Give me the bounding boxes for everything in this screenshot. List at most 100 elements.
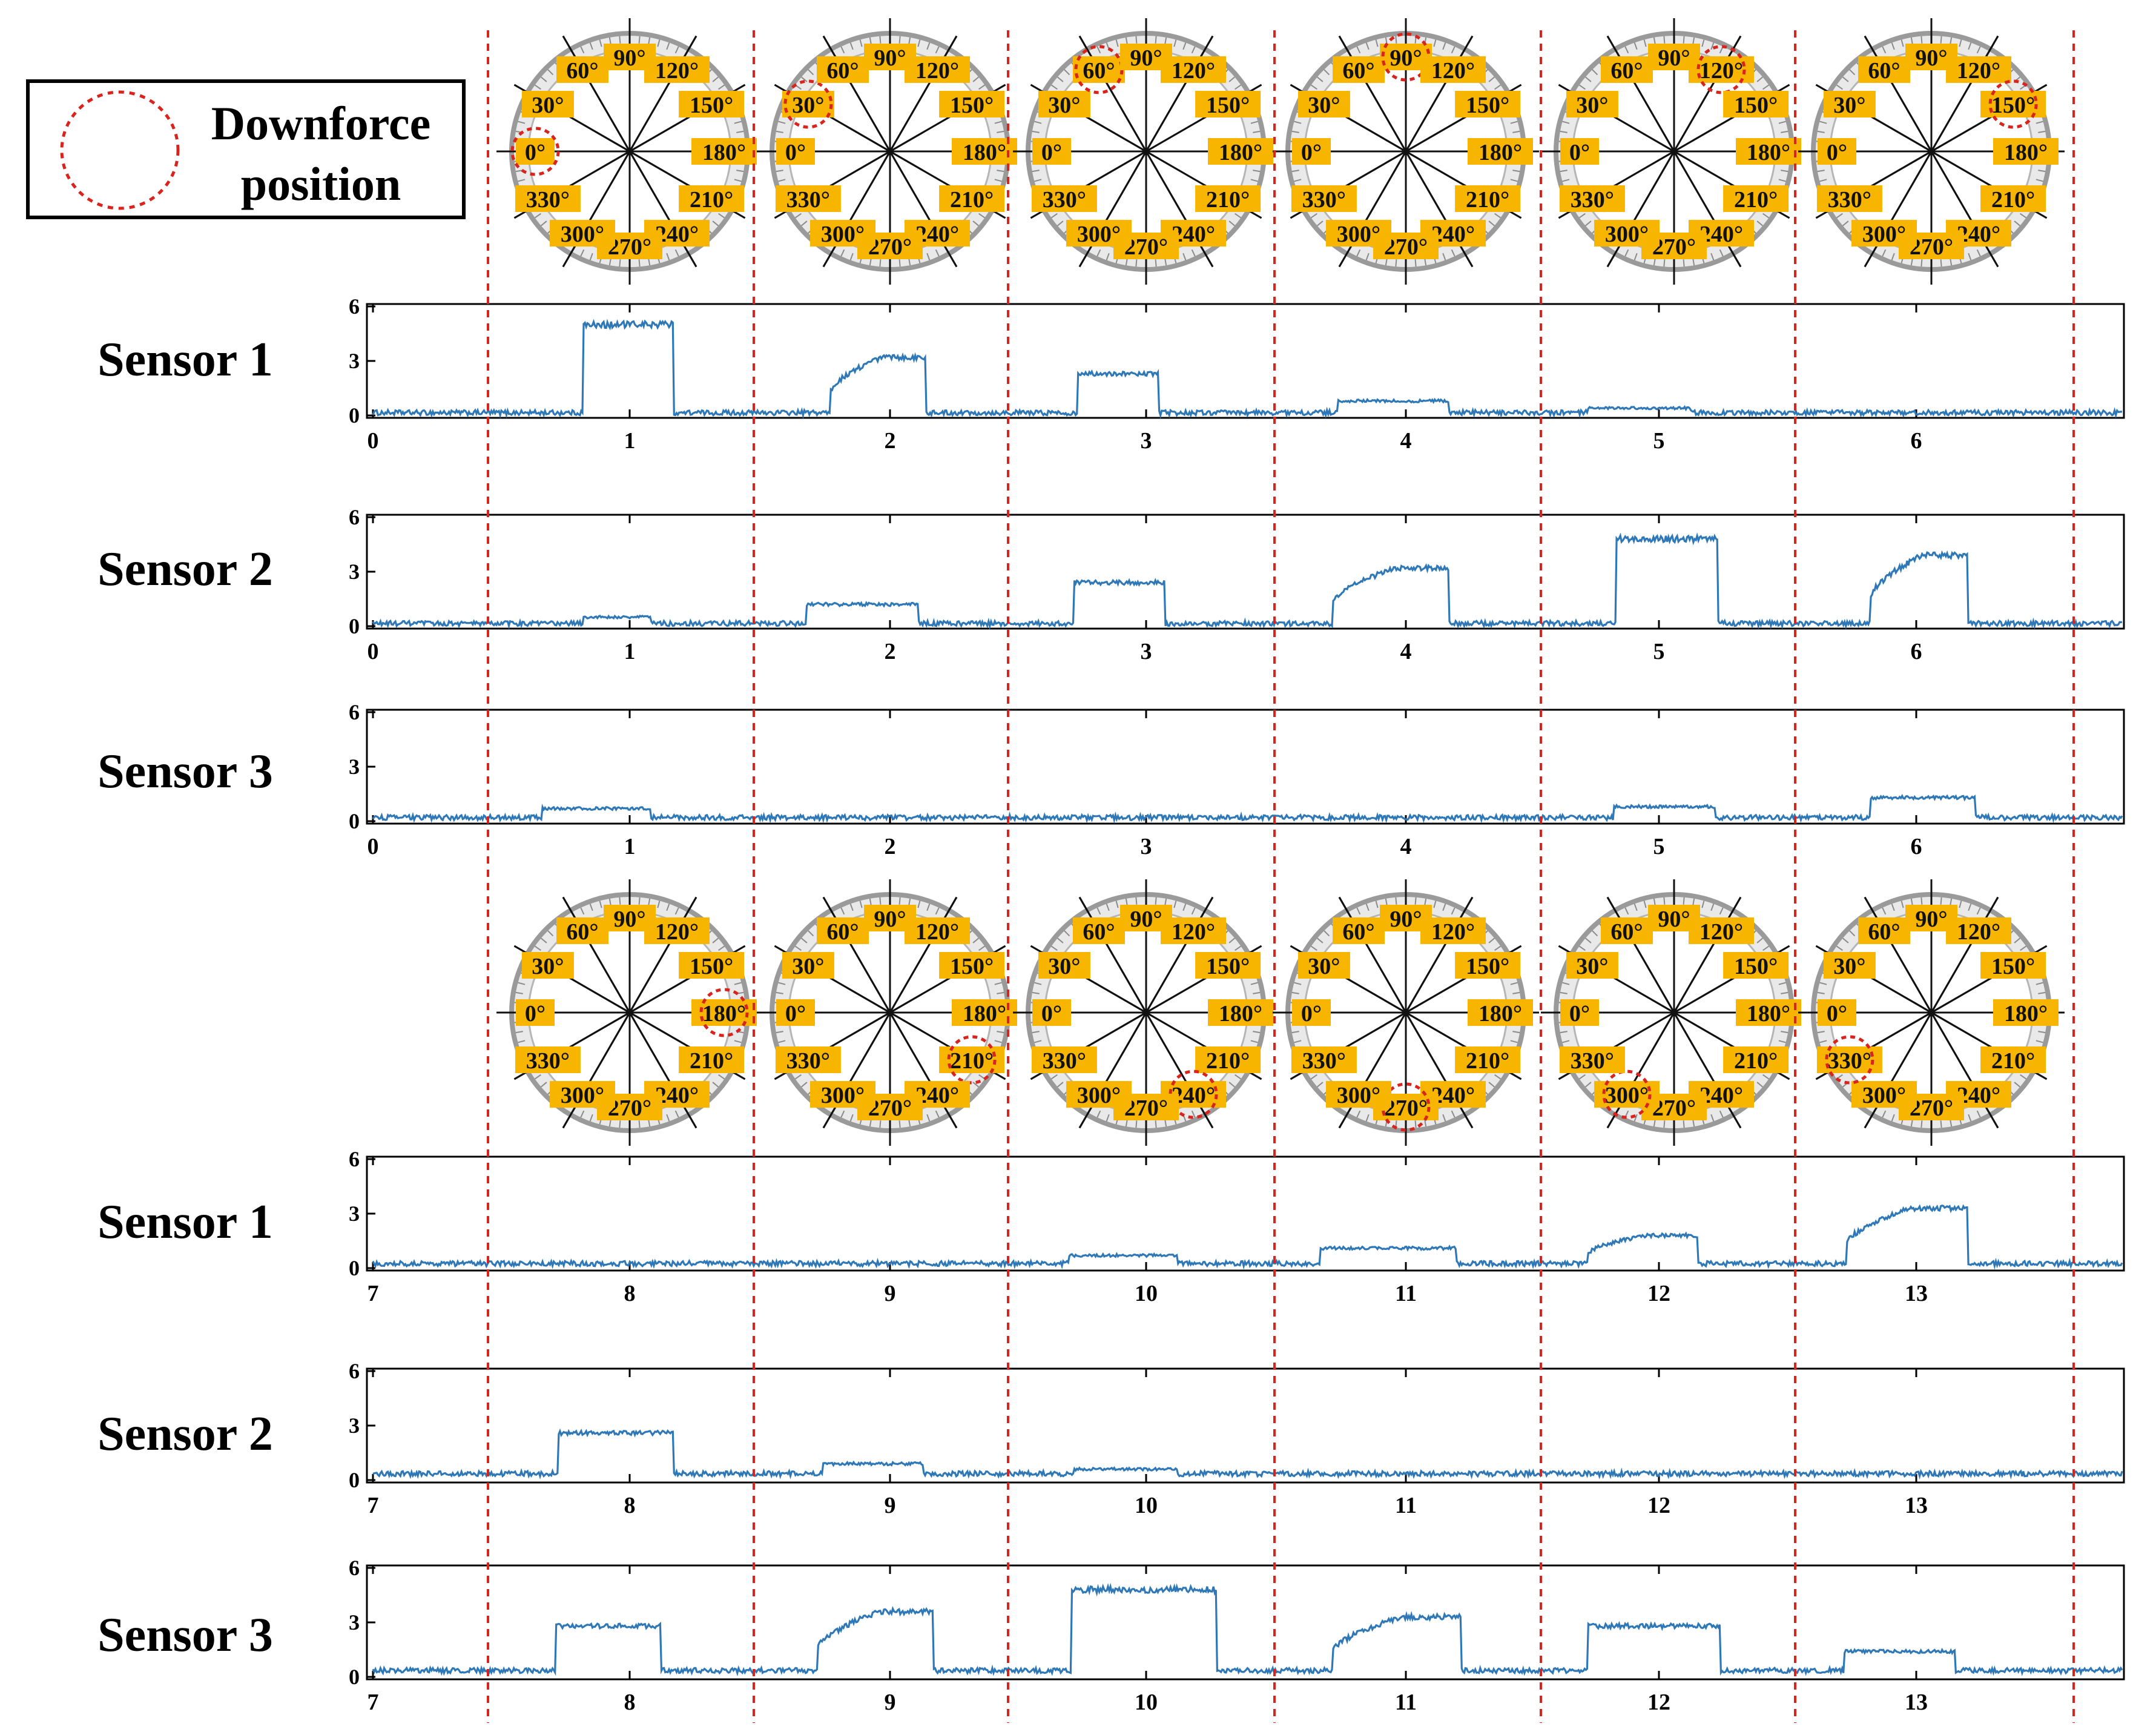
dial-label-bg bbox=[1420, 917, 1486, 944]
dial-angle-label: 330° bbox=[526, 187, 570, 213]
dial-tick bbox=[1633, 253, 1638, 260]
dial-tick bbox=[1781, 991, 1788, 994]
dial-angle-label: 60° bbox=[566, 919, 598, 945]
dial-tick bbox=[1253, 130, 1261, 133]
dial-tick bbox=[515, 991, 523, 994]
dial-label-bg bbox=[1468, 999, 1533, 1026]
dial-tick bbox=[2020, 1074, 2027, 1080]
dial-tick bbox=[1050, 213, 1058, 219]
dial-label-bg bbox=[1594, 220, 1660, 247]
dial-tick bbox=[801, 937, 808, 944]
dial-angle-label: 180° bbox=[1219, 1001, 1262, 1026]
dial-tick bbox=[1191, 46, 1196, 54]
x-tick-label: 11 bbox=[1395, 1690, 1417, 1715]
dial-label-bg bbox=[1161, 56, 1226, 83]
dial-tick bbox=[778, 179, 786, 182]
dial-label-bg bbox=[905, 917, 970, 944]
dial-angle-label: 90° bbox=[1390, 907, 1422, 932]
dial-label-bg bbox=[1723, 91, 1789, 117]
downforce-marker bbox=[510, 127, 560, 176]
dial-tick bbox=[736, 170, 744, 173]
downforce-marker bbox=[1602, 1069, 1652, 1119]
dial-tick bbox=[1950, 258, 1953, 266]
dial-label-bg bbox=[817, 917, 869, 944]
dial-angle-label: 210° bbox=[1206, 1048, 1250, 1074]
dial-tick bbox=[1653, 898, 1656, 906]
dial-tick bbox=[808, 930, 814, 937]
dial-label-bg bbox=[516, 999, 555, 1026]
dial-angle-label: 60° bbox=[1083, 58, 1115, 84]
x-tick-label: 10 bbox=[1135, 1493, 1158, 1518]
dial-label-bg bbox=[1195, 1046, 1261, 1073]
dial-angle-label: 180° bbox=[702, 1001, 746, 1026]
dial-tick bbox=[1778, 121, 1786, 124]
dial-angle-label: 150° bbox=[950, 93, 994, 118]
dial-tick bbox=[1719, 1110, 1724, 1118]
dial-tick bbox=[1976, 1110, 1981, 1118]
dial-tick bbox=[908, 258, 911, 266]
dial-tick bbox=[2014, 1082, 2020, 1088]
dial-tick bbox=[1451, 907, 1455, 915]
dial-tick bbox=[1692, 898, 1695, 906]
x-tick-label: 3 bbox=[1141, 428, 1152, 454]
dial-label-bg bbox=[810, 220, 875, 247]
x-tick-label: 9 bbox=[885, 1281, 896, 1306]
dial-label-bg bbox=[1816, 1046, 1882, 1073]
dial-tick bbox=[674, 907, 679, 915]
dial-tick bbox=[608, 258, 612, 266]
dial-angle-label: 120° bbox=[1431, 58, 1475, 84]
dial-tick bbox=[1562, 1040, 1570, 1043]
dial-angle-label: 210° bbox=[1991, 1048, 2035, 1074]
dial-label-bg bbox=[1851, 220, 1917, 247]
dial-tick bbox=[869, 37, 872, 45]
dial-tick bbox=[1250, 121, 1258, 124]
dial-tick bbox=[1442, 904, 1446, 911]
dial-tick bbox=[1836, 213, 1843, 219]
dial-label-bg bbox=[782, 91, 834, 117]
dial-tick bbox=[1592, 69, 1598, 76]
sensor-label: Sensor 3 bbox=[97, 1608, 273, 1662]
dial-tick bbox=[1849, 69, 1856, 76]
dial-angle-label: 330° bbox=[1302, 187, 1346, 213]
dial-tick bbox=[1901, 901, 1904, 908]
dial-angle-label: 300° bbox=[1337, 222, 1380, 247]
dial-tick bbox=[638, 259, 641, 267]
dial-tick bbox=[1310, 84, 1317, 90]
dial-tick bbox=[1057, 937, 1064, 944]
dial-angle-label: 300° bbox=[1077, 1083, 1121, 1108]
dial-label-bg bbox=[1601, 917, 1653, 944]
dial-angle-label: 30° bbox=[1833, 93, 1865, 118]
dial-tick bbox=[1494, 213, 1502, 219]
dial-tick bbox=[801, 1082, 808, 1088]
dial-label-bg bbox=[1455, 91, 1521, 117]
dial-tick bbox=[1442, 253, 1446, 260]
dial-tick bbox=[1512, 1031, 1520, 1034]
dial-tick bbox=[1692, 258, 1695, 266]
dial-tick bbox=[1032, 991, 1040, 994]
dial-tick bbox=[1365, 42, 1370, 50]
dial-tick bbox=[1057, 220, 1064, 226]
dial-tick bbox=[1643, 39, 1647, 47]
dial-tick bbox=[935, 249, 940, 257]
dial-tick bbox=[608, 37, 612, 45]
dial-angle-label: 150° bbox=[1734, 93, 1778, 118]
dial: 0°30°60° 90° 120°150°180°210°240°270°300°3… bbox=[1798, 879, 2065, 1146]
dial-tick bbox=[1310, 1074, 1317, 1080]
dial-center bbox=[1402, 148, 1409, 155]
dial-angle-label: 120° bbox=[1172, 919, 1215, 945]
dial-tick bbox=[518, 982, 526, 985]
dial-tick bbox=[599, 901, 602, 908]
dial-label-bg bbox=[776, 138, 815, 165]
dial-angle-label: 90° bbox=[1130, 45, 1162, 71]
dial-center bbox=[1928, 1009, 1935, 1016]
dial-label-bg bbox=[939, 185, 1005, 212]
dial-angle-label: 330° bbox=[1571, 1048, 1614, 1074]
dial-tick bbox=[935, 907, 940, 915]
dial-label-bg bbox=[516, 138, 555, 165]
dial-tick bbox=[794, 213, 802, 219]
dial-tick bbox=[1756, 937, 1763, 944]
dial: 0°30°60° 90° 120°150°180°210°240°270°300°3… bbox=[757, 879, 1023, 1146]
x-tick-label: 2 bbox=[885, 428, 896, 454]
dial-angle-label: 150° bbox=[1206, 954, 1250, 979]
dial-tick bbox=[1324, 930, 1330, 937]
